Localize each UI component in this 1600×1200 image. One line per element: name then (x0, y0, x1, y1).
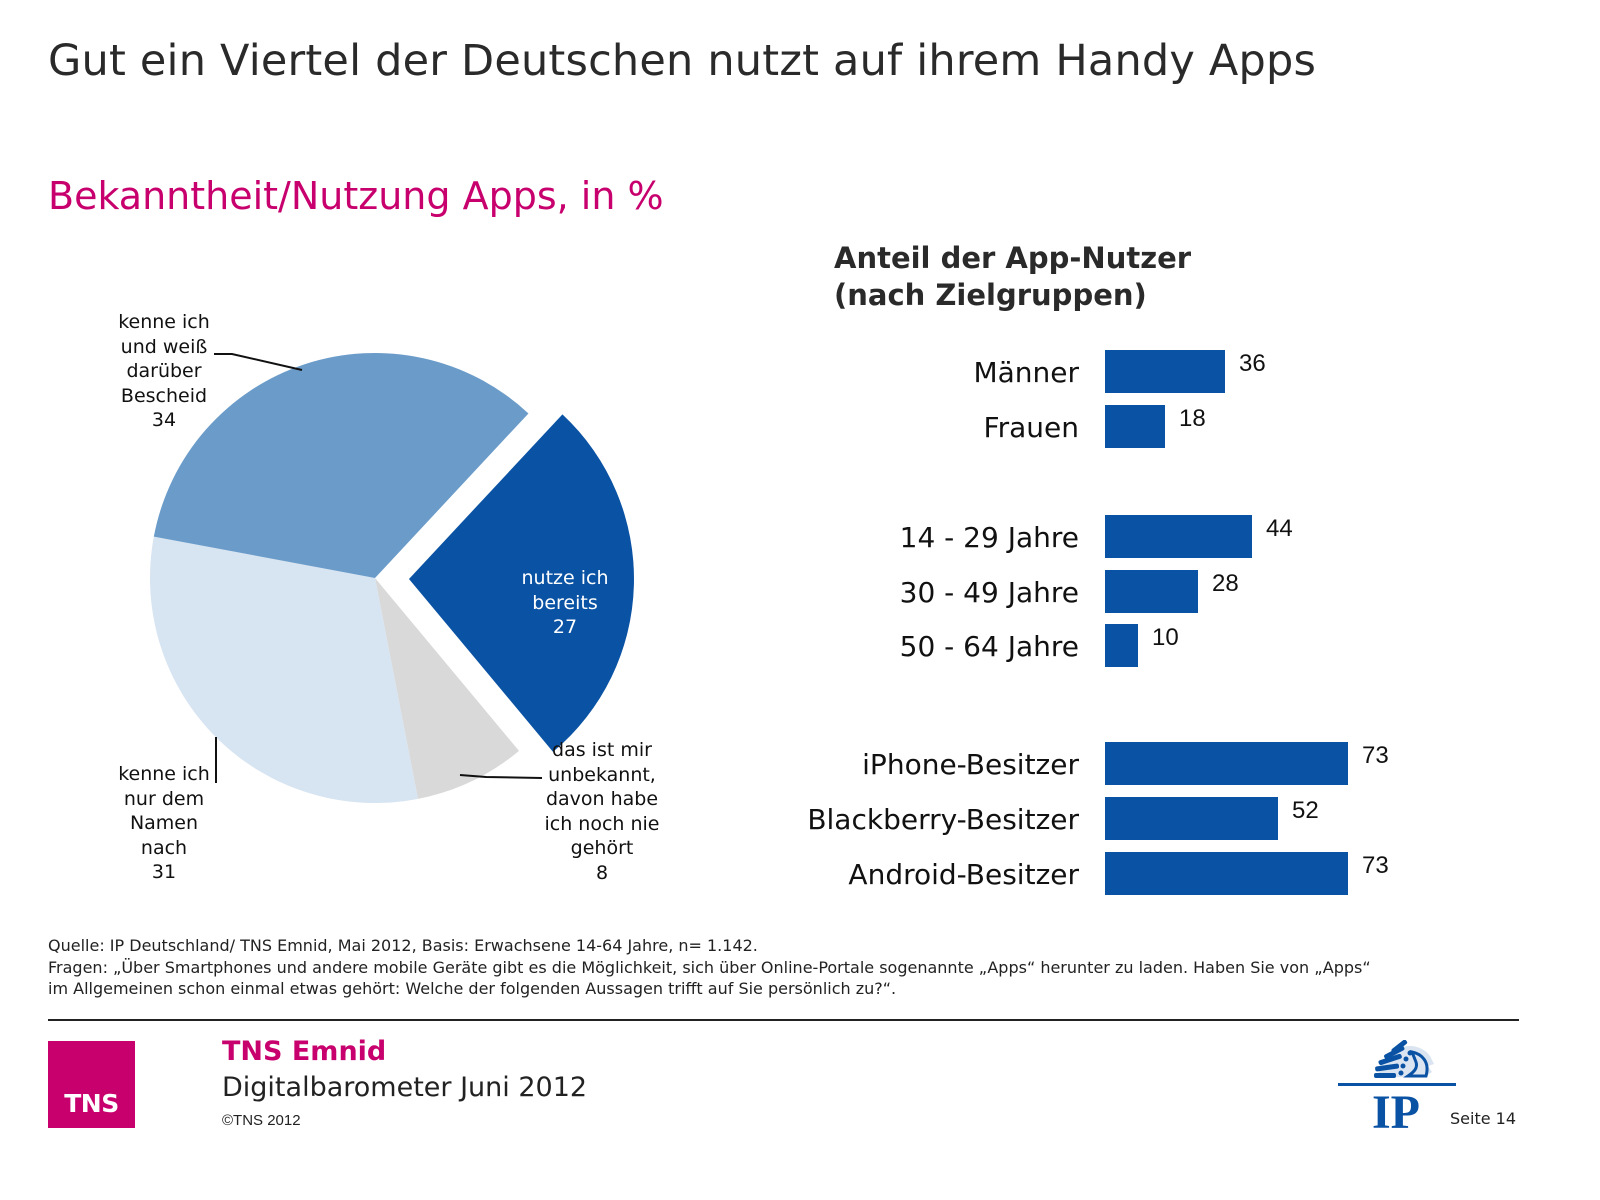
tns-logo: TNS (48, 1041, 135, 1128)
bar-value-label: 52 (1292, 797, 1319, 824)
leader-line-unknown (459, 774, 543, 779)
footnote-source: Quelle: IP Deutschland/ TNS Emnid, Mai 2… (48, 936, 758, 955)
footnote-question-1: Fragen: „Über Smartphones und andere mob… (48, 957, 1371, 977)
bar (1105, 515, 1252, 558)
bar-category-label: 30 - 49 Jahre (899, 576, 1079, 609)
bar-value-label: 36 (1239, 350, 1266, 377)
bar (1105, 742, 1348, 785)
ip-logo-emblem-icon (1338, 1040, 1456, 1086)
bar (1105, 852, 1348, 895)
bar (1105, 350, 1225, 393)
leader-line-know-well (214, 353, 303, 371)
bar-category-label: Männer (973, 356, 1079, 389)
footnote: Quelle: IP Deutschland/ TNS Emnid, Mai 2… (48, 935, 1528, 1000)
bar-category-label: Android-Besitzer (848, 858, 1079, 891)
bar (1105, 624, 1138, 667)
bar (1105, 797, 1278, 840)
bar-category-label: iPhone-Besitzer (862, 748, 1079, 781)
page-number: Seite 14 (1450, 1109, 1517, 1128)
bar-value-label: 73 (1362, 852, 1389, 879)
pie-slice-name-only (150, 536, 418, 803)
pie-slice-used (408, 414, 634, 752)
report-name: Digitalbarometer Juni 2012 (222, 1072, 588, 1103)
footnote-question-2: im Allgemeinen schon einmal etwas gehört… (48, 979, 897, 998)
bar (1105, 570, 1198, 613)
bar (1105, 405, 1165, 448)
bar-category-label: 14 - 29 Jahre (899, 521, 1079, 554)
bar-value-label: 28 (1212, 570, 1239, 597)
bar-value-label: 73 (1362, 742, 1389, 769)
pie-label-name-only: kenne ich nur dem Namen nach 31 (118, 763, 210, 883)
bar-value-label: 44 (1266, 515, 1293, 542)
pie-label-used: nutze ich bereits 27 (521, 567, 609, 638)
pie-slice-know-well (153, 353, 529, 578)
bar-chart-title: Anteil der App-Nutzer (nach Zielgruppen) (834, 241, 1192, 312)
copyright: ©TNS 2012 (222, 1112, 301, 1129)
page-title: Gut ein Viertel der Deutschen nutzt auf … (48, 36, 1317, 86)
bar-category-label: Blackberry-Besitzer (807, 803, 1079, 836)
pie-label-know-well: kenne ich und weiß darüber Bescheid 34 (118, 311, 210, 431)
bar-value-label: 18 (1179, 405, 1206, 432)
footer-divider (48, 1019, 1519, 1021)
bar-value-label: 10 (1152, 624, 1179, 651)
ip-logo: IP (1338, 1040, 1456, 1132)
bar-category-label: 50 - 64 Jahre (899, 630, 1079, 663)
bar-category-label: Frauen (983, 411, 1079, 444)
tns-logo-text: TNS (64, 1089, 119, 1118)
brand-name: TNS Emnid (222, 1036, 387, 1067)
ip-logo-text: IP (1372, 1086, 1420, 1132)
pie-chart (150, 353, 634, 803)
pie-label-unknown: das ist mir unbekannt, davon habe ich no… (544, 739, 660, 884)
chart-subtitle: Bekanntheit/Nutzung Apps, in % (48, 174, 664, 218)
pie-slice-unknown (375, 578, 520, 799)
